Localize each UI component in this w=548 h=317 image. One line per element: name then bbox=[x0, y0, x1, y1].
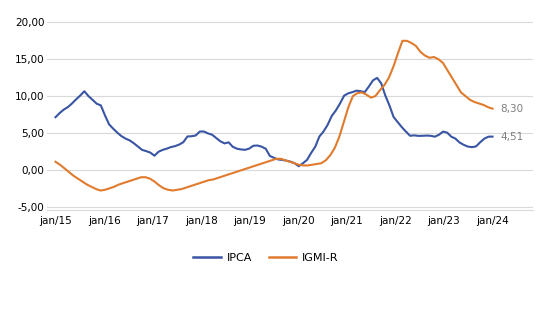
Legend: IPCA, IGMI-R: IPCA, IGMI-R bbox=[189, 249, 343, 268]
Text: 4,51: 4,51 bbox=[501, 132, 524, 142]
Text: 8,30: 8,30 bbox=[501, 104, 524, 114]
